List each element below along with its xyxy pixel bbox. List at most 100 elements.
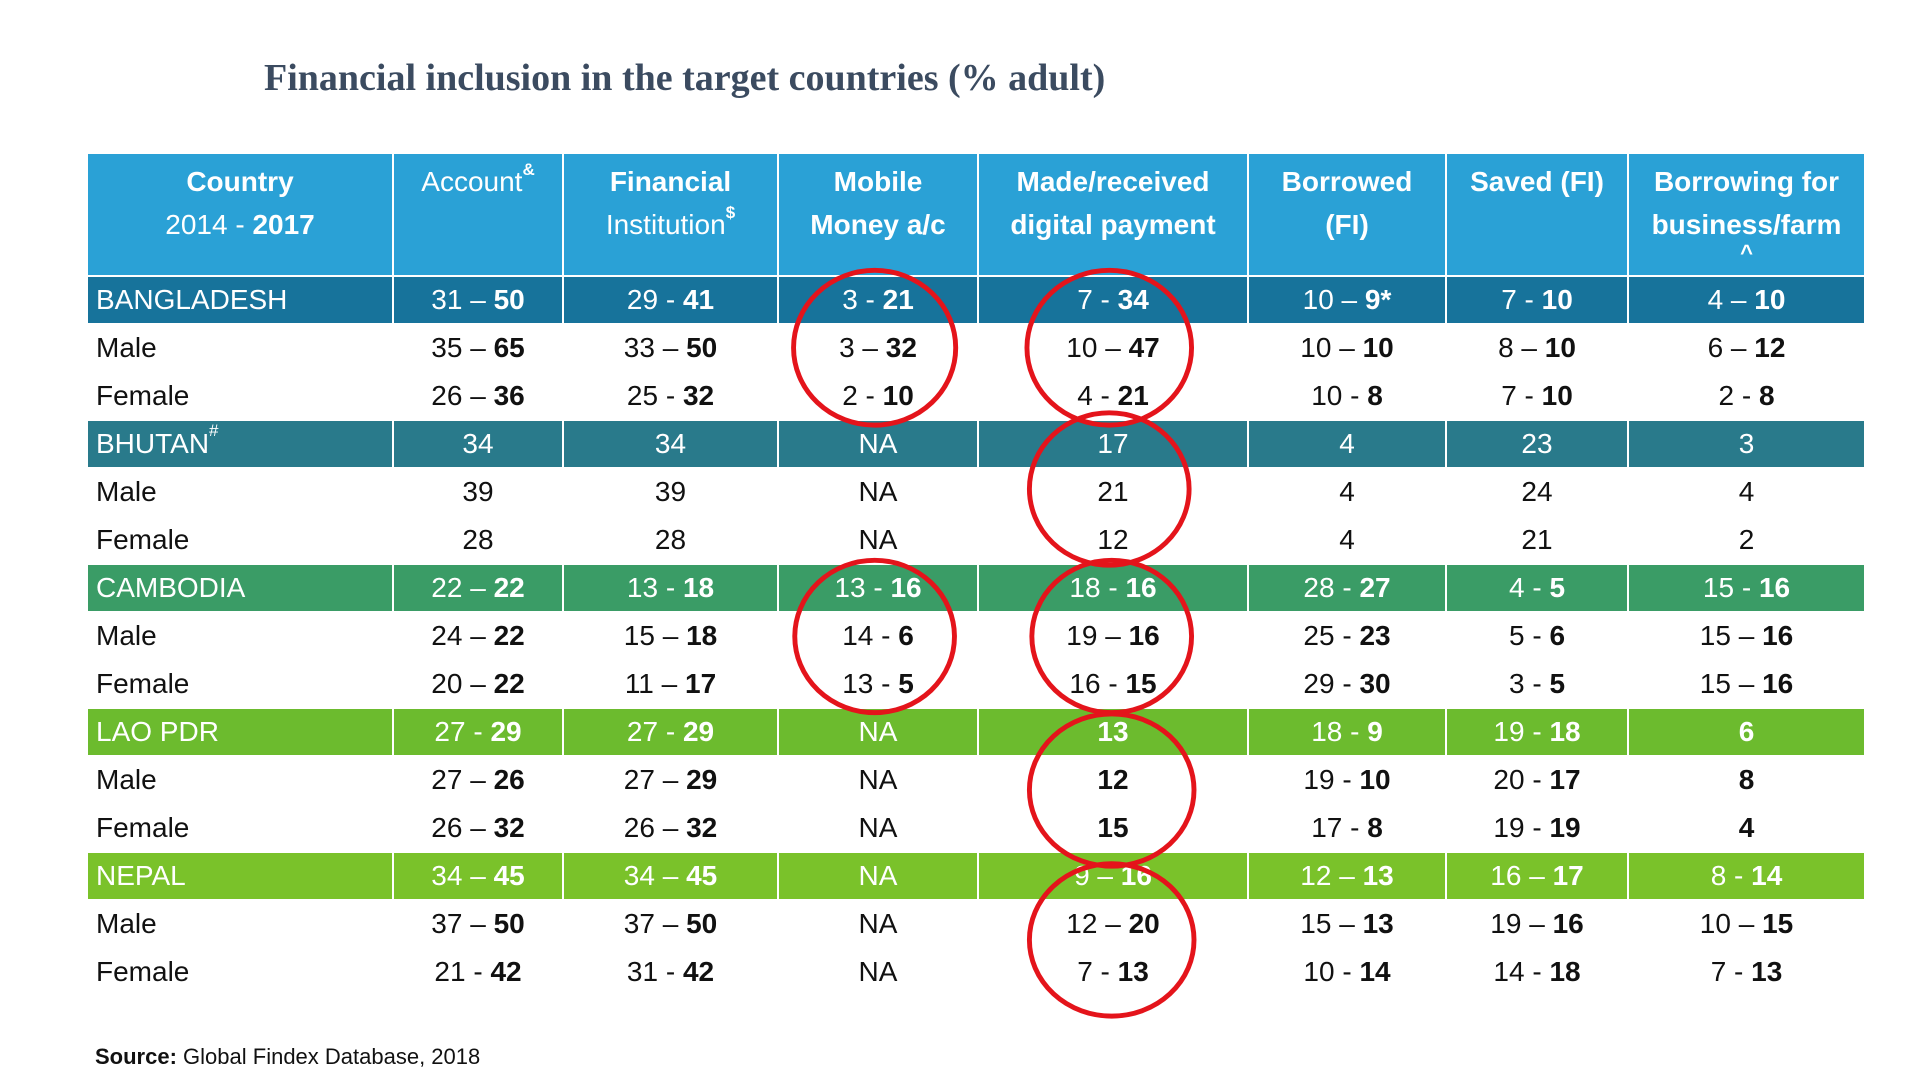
cell-bold: 50: [493, 284, 525, 315]
cell: 10 – 47: [977, 323, 1249, 373]
cell-bold: 16: [1552, 908, 1584, 939]
cell-text: 27 -: [626, 716, 683, 747]
gender-row: Female 20 – 22 11 – 17 13 - 5 16 - 15 29 - 30…: [86, 659, 1866, 709]
cell-text: CAMBODIA: [96, 572, 246, 603]
cell-text: 28 -: [1303, 572, 1360, 603]
cell-text: 25 -: [626, 380, 683, 411]
cell-bold: 15: [1125, 668, 1157, 699]
cell-text: 19 -: [1493, 812, 1550, 843]
cell: 28 - 27: [1247, 563, 1447, 613]
country-name: BANGLADESH: [86, 275, 394, 325]
cell: 34: [562, 419, 779, 469]
inclusion-table: Country 2014 - 2017 Account& Financial Insti…: [86, 152, 1866, 997]
cell-text: 14 -: [1493, 956, 1550, 987]
cell-bold: 29: [686, 764, 718, 795]
cell-bold: 10: [1754, 284, 1786, 315]
column-header: Saved (FI): [1445, 152, 1629, 277]
cell: 4: [1247, 515, 1447, 565]
cell-bold: 2017: [252, 209, 315, 240]
cell-bold: 50: [686, 908, 718, 939]
cell: 20 – 22: [392, 659, 564, 709]
cell: NA: [777, 515, 979, 565]
cell: 21: [977, 467, 1249, 517]
cell-text: Male: [96, 764, 157, 795]
cell-bold: 21: [882, 284, 914, 315]
cell-text: 3 –: [839, 332, 886, 363]
cell-bold: 8: [1738, 764, 1755, 795]
cell: 39: [562, 467, 779, 517]
cell-text: Account: [421, 166, 523, 197]
cell: 8: [1627, 755, 1866, 805]
cell: 7 - 10: [1445, 371, 1629, 421]
cell-bold: 4: [1738, 812, 1755, 843]
cell-text: 33 –: [623, 332, 687, 363]
cell-text: BHUTAN: [96, 428, 210, 459]
cell-bold: 50: [686, 332, 718, 363]
cell-text: 10 –: [1300, 332, 1363, 363]
cell-text: NA: [858, 908, 898, 939]
cell: 25 - 32: [562, 371, 779, 421]
cell-text: 16 –: [1490, 860, 1553, 891]
cell-text: 8 -: [1710, 860, 1752, 891]
cell-bold: 30: [1359, 668, 1391, 699]
cell-bold: 9: [1367, 716, 1383, 747]
column-header: Made/received digital payment: [977, 152, 1249, 277]
cell-text: 3: [1738, 428, 1755, 459]
cell-text: 4 –: [1707, 284, 1755, 315]
cell-text: Male: [96, 620, 157, 651]
cell-text: 10 –: [1066, 332, 1129, 363]
cell-bold: 45: [686, 860, 718, 891]
country-row: NEPAL 34 – 45 34 – 45 NA 9 – 16 12 – 13 16 – 1…: [86, 851, 1866, 901]
cell-text: Female: [96, 668, 190, 699]
cell-bold: 10: [1544, 332, 1576, 363]
cell-bold: 10: [882, 380, 914, 411]
cell-text: 17 -: [1311, 812, 1368, 843]
header-line: Financial: [572, 160, 769, 203]
row-label: Male: [86, 755, 394, 805]
header-line: Made/received: [987, 160, 1239, 203]
cell: 16 – 17: [1445, 851, 1629, 901]
cell-bold: 47: [1128, 332, 1160, 363]
cell: 14 - 6: [777, 611, 979, 661]
cell-text: 15 –: [1699, 668, 1763, 699]
cell: NA: [777, 851, 979, 901]
cell-bold: 29: [490, 716, 522, 747]
cell-bold: 8: [1758, 380, 1775, 411]
cell-text: 34: [462, 428, 494, 459]
cell: 19 – 16: [977, 611, 1249, 661]
cell: NA: [777, 899, 979, 949]
column-header: Financial Institution$: [562, 152, 779, 277]
cell-text: 34: [654, 428, 687, 459]
cell-bold: 23: [1359, 620, 1391, 651]
cell-text: 10 -: [1303, 956, 1360, 987]
cell-text: 11 –: [624, 668, 686, 699]
cell-bold: 22: [493, 572, 525, 603]
cell: 3: [1627, 419, 1866, 469]
cell: 2: [1627, 515, 1866, 565]
header-line: digital payment: [987, 203, 1239, 246]
cell-text: 37 –: [431, 908, 494, 939]
cell: 7 - 13: [1627, 947, 1866, 997]
cell-text: 15 –: [1300, 908, 1363, 939]
header-row: Country 2014 - 2017 Account& Financial Insti…: [86, 152, 1866, 277]
cell-bold: 42: [490, 956, 522, 987]
gender-row: Male 35 – 65 33 – 50 3 – 32 10 – 47 10 – 10 8 …: [86, 323, 1866, 373]
cell-bold: 8: [1367, 380, 1383, 411]
cell: 31 - 42: [562, 947, 779, 997]
country-name: LAO PDR: [86, 707, 394, 757]
row-label: Male: [86, 899, 394, 949]
cell-text: 26 –: [431, 812, 494, 843]
header-text: Financial: [609, 166, 732, 197]
cell: 19 - 10: [1247, 755, 1447, 805]
cell-bold: 17: [685, 668, 717, 699]
cell-text: 31 –: [431, 284, 494, 315]
cell: 25 - 23: [1247, 611, 1447, 661]
table-body: BANGLADESH 31 – 50 29 - 41 3 - 21 7 - 34 10 –…: [86, 275, 1866, 997]
cell-text: 7 -: [1501, 380, 1542, 411]
cell: 10 – 9*: [1247, 275, 1447, 325]
cell-text: NEPAL: [96, 860, 186, 891]
cell-text: 28: [654, 524, 687, 555]
cell-text: 20 –: [431, 668, 494, 699]
header-line: Country: [96, 160, 384, 203]
country-name: BHUTAN#: [86, 419, 394, 469]
